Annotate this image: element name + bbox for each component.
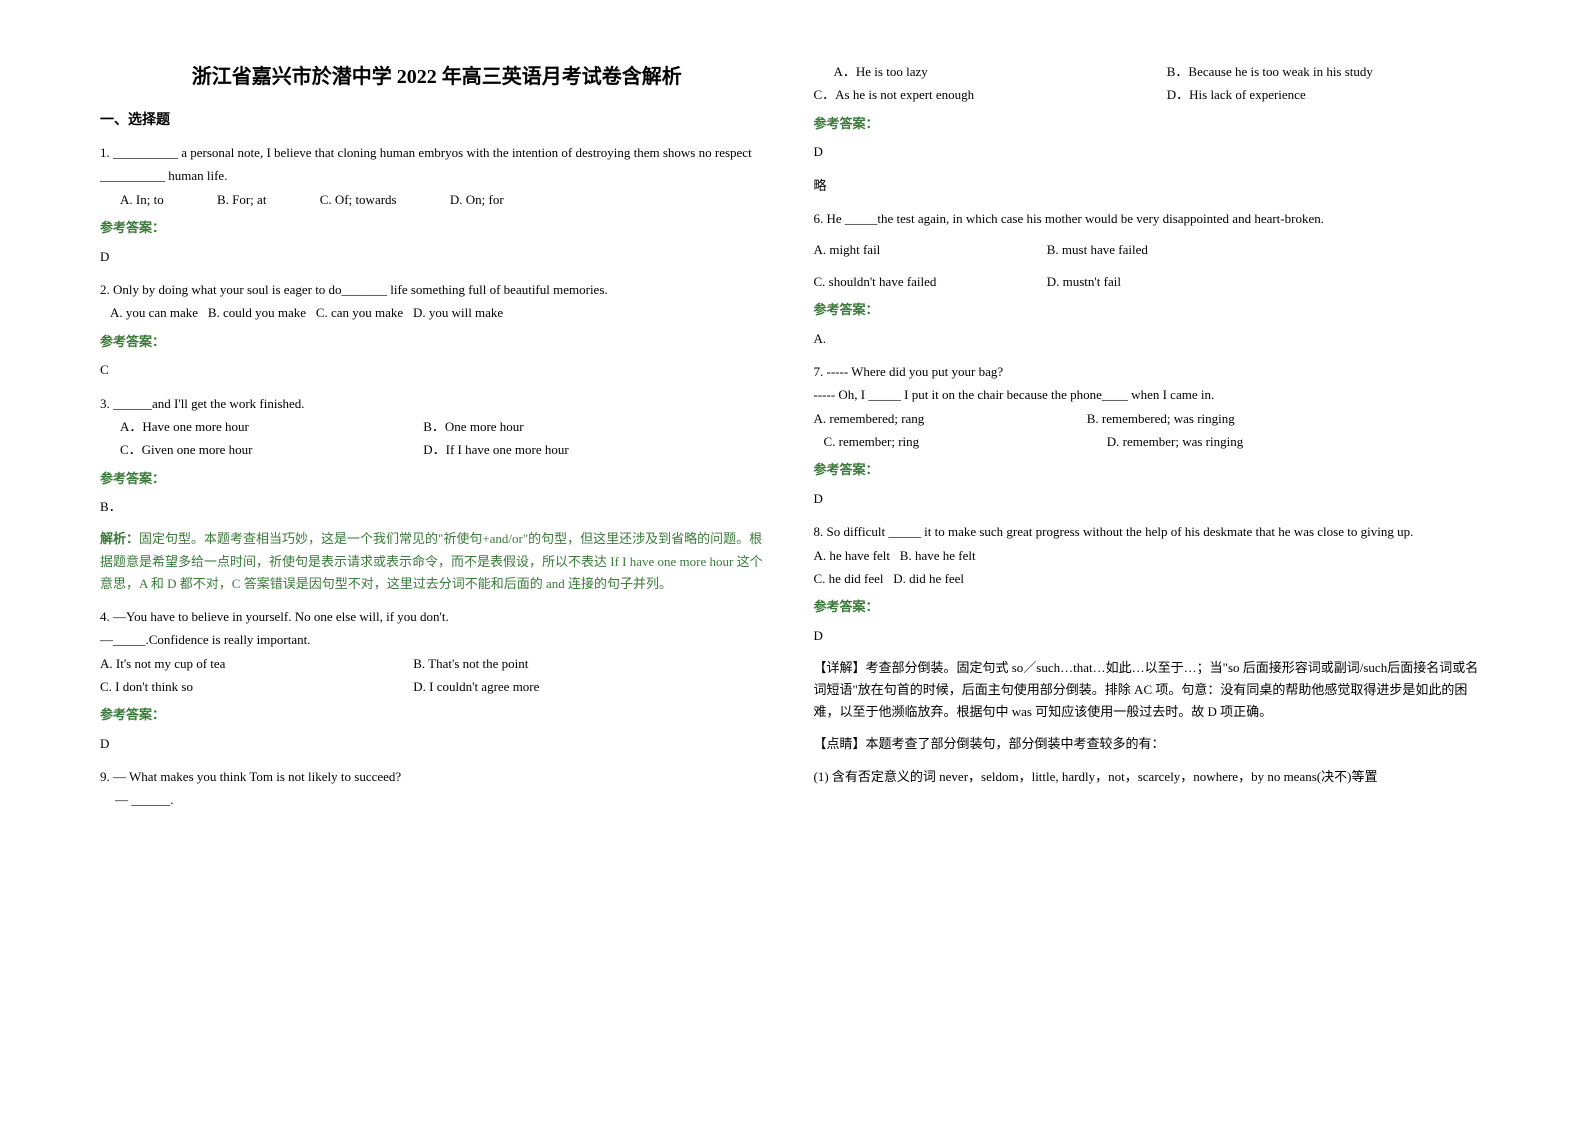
q9-optB: B．Because he is too weak in his study bbox=[1167, 60, 1373, 83]
q3-optC: C．Given one more hour bbox=[120, 438, 370, 461]
q4-options: A. It's not my cup of tea B. That's not … bbox=[100, 652, 774, 699]
q3-optB: B．One more hour bbox=[423, 415, 523, 438]
right-column: A．He is too lazy B．Because he is too wea… bbox=[794, 60, 1508, 1062]
q3-optA: A．Have one more hour bbox=[120, 415, 370, 438]
document-title: 浙江省嘉兴市於潜中学 2022 年高三英语月考试卷含解析 bbox=[100, 60, 774, 89]
q8-text: 8. So difficult _____ it to make such gr… bbox=[814, 520, 1488, 543]
q1-optA: A. In; to bbox=[120, 188, 164, 211]
q6-answer: A. bbox=[814, 327, 1488, 350]
q9-answer-label: 参考答案： bbox=[814, 112, 1488, 135]
q3-options: A．Have one more hour B．One more hour C．G… bbox=[120, 415, 774, 462]
q1-options: A. In; to B. For; at C. Of; towards D. O… bbox=[120, 188, 774, 211]
q6-optC: C. shouldn't have failed bbox=[814, 270, 994, 293]
question-1: 1. __________ a personal note, I believe… bbox=[100, 141, 774, 268]
q6-answer-label: 参考答案： bbox=[814, 298, 1488, 321]
question-4: 4. —You have to believe in yourself. No … bbox=[100, 605, 774, 755]
q7-optA: A. remembered; rang bbox=[814, 407, 1034, 430]
q1-optD: D. On; for bbox=[450, 188, 504, 211]
q2-optD: D. you will make bbox=[413, 305, 503, 320]
q7-optB: B. remembered; was ringing bbox=[1087, 407, 1235, 430]
q6-options: A. might fail B. must have failed C. sho… bbox=[814, 238, 1488, 293]
q9-options: A．He is too lazy B．Because he is too wea… bbox=[834, 60, 1488, 83]
q3-answer: B． bbox=[100, 495, 774, 518]
q3-text: 3. ______and I'll get the work finished. bbox=[100, 392, 774, 415]
q8-answer: D bbox=[814, 624, 1488, 647]
q7-optD: D. remember; was ringing bbox=[1107, 430, 1243, 453]
q1-optB: B. For; at bbox=[217, 188, 266, 211]
q8-explain3: (1) 含有否定意义的词 never，seldom，little, hardly… bbox=[814, 766, 1488, 788]
q6-optB: B. must have failed bbox=[1047, 238, 1148, 261]
q2-answer-label: 参考答案： bbox=[100, 330, 774, 353]
q4-answer-label: 参考答案： bbox=[100, 703, 774, 726]
q8-options: A. he have felt B. have he felt C. he di… bbox=[814, 544, 1488, 591]
q2-optB: B. could you make bbox=[208, 305, 306, 320]
question-9-continued: A．He is too lazy B．Because he is too wea… bbox=[814, 60, 1488, 197]
q1-answer-label: 参考答案： bbox=[100, 216, 774, 239]
q7-answer-label: 参考答案： bbox=[814, 458, 1488, 481]
q8-explain2: 【点睛】本题考查了部分倒装句，部分倒装中考查较多的有： bbox=[814, 733, 1488, 755]
q2-text: 2. Only by doing what your soul is eager… bbox=[100, 278, 774, 301]
q4-text1: 4. —You have to believe in yourself. No … bbox=[100, 605, 774, 628]
question-6: 6. He _____the test again, in which case… bbox=[814, 207, 1488, 350]
q2-optA: A. you can make bbox=[110, 305, 198, 320]
q9-lue: 略 bbox=[814, 174, 1488, 197]
q2-options: A. you can make B. could you make C. can… bbox=[110, 301, 774, 324]
q7-answer: D bbox=[814, 487, 1488, 510]
q8-optC: C. he did feel bbox=[814, 571, 884, 586]
q7-text1: 7. ----- Where did you put your bag? bbox=[814, 360, 1488, 383]
q4-text2: —_____.Confidence is really important. bbox=[100, 628, 774, 651]
q8-optA: A. he have felt bbox=[814, 548, 891, 563]
q7-optC: C. remember; ring bbox=[824, 430, 1054, 453]
question-7: 7. ----- Where did you put your bag? ---… bbox=[814, 360, 1488, 510]
q1-text: 1. __________ a personal note, I believe… bbox=[100, 141, 774, 188]
q8-explain1: 【详解】考查部分倒装。固定句式 so／such…that…如此…以至于…；当"s… bbox=[814, 657, 1488, 723]
q9-options-2: C．As he is not expert enough D．His lack … bbox=[814, 83, 1488, 106]
q9-optD: D．His lack of experience bbox=[1167, 83, 1306, 106]
q4-optB: B. That's not the point bbox=[413, 652, 528, 675]
q9-text1: 9. — What makes you think Tom is not lik… bbox=[100, 765, 774, 788]
q8-answer-label: 参考答案： bbox=[814, 595, 1488, 618]
q9-answer: D bbox=[814, 140, 1488, 163]
q7-options: A. remembered; rang B. remembered; was r… bbox=[814, 407, 1488, 454]
q3-note: 解析：固定句型。本题考查相当巧妙，这是一个我们常见的"祈使句+and/or"的句… bbox=[100, 528, 774, 594]
left-column: 浙江省嘉兴市於潜中学 2022 年高三英语月考试卷含解析 一、选择题 1. __… bbox=[80, 60, 794, 1062]
q9-optC: C．As he is not expert enough bbox=[814, 83, 1114, 106]
q4-answer: D bbox=[100, 732, 774, 755]
q3-optD: D．If I have one more hour bbox=[423, 438, 568, 461]
q9-optA: A．He is too lazy bbox=[834, 60, 1114, 83]
q4-optC: C. I don't think so bbox=[100, 675, 360, 698]
q8-optB: B. have he felt bbox=[900, 548, 976, 563]
q8-optD: D. did he feel bbox=[893, 571, 964, 586]
q6-optA: A. might fail bbox=[814, 238, 994, 261]
q4-optA: A. It's not my cup of tea bbox=[100, 652, 360, 675]
q6-optD: D. mustn't fail bbox=[1047, 270, 1121, 293]
question-3: 3. ______and I'll get the work finished.… bbox=[100, 392, 774, 595]
q1-answer: D bbox=[100, 245, 774, 268]
q4-optD: D. I couldn't agree more bbox=[413, 675, 539, 698]
question-8: 8. So difficult _____ it to make such gr… bbox=[814, 520, 1488, 787]
q3-answer-label: 参考答案： bbox=[100, 467, 774, 490]
question-9: 9. — What makes you think Tom is not lik… bbox=[100, 765, 774, 812]
question-2: 2. Only by doing what your soul is eager… bbox=[100, 278, 774, 382]
q2-optC: C. can you make bbox=[316, 305, 403, 320]
q3-note-label: 解析： bbox=[100, 531, 139, 546]
q2-answer: C bbox=[100, 358, 774, 381]
q1-optC: C. Of; towards bbox=[320, 188, 397, 211]
q9-text2: — ______. bbox=[115, 788, 774, 811]
q7-text2: ----- Oh, I _____ I put it on the chair … bbox=[814, 383, 1488, 406]
q6-text: 6. He _____the test again, in which case… bbox=[814, 207, 1488, 230]
q3-note-text: 固定句型。本题考查相当巧妙，这是一个我们常见的"祈使句+and/or"的句型，但… bbox=[100, 531, 763, 590]
section-heading: 一、选择题 bbox=[100, 109, 774, 129]
